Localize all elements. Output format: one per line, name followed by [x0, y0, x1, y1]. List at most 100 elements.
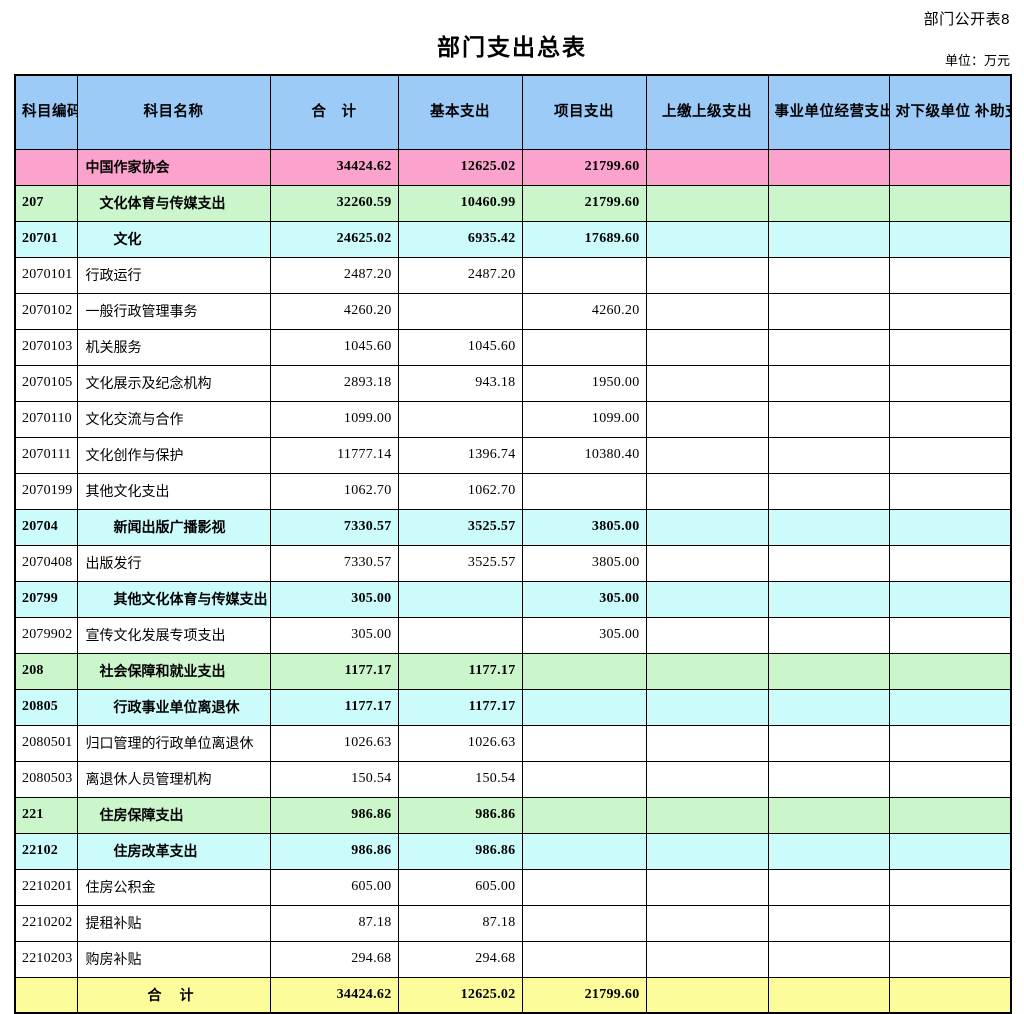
cell-subject-code — [14, 148, 78, 186]
cell-lower — [888, 760, 1012, 798]
cell-lower — [888, 436, 1012, 474]
cell-business — [767, 328, 890, 366]
cell-basic: 12625.02 — [397, 148, 523, 186]
cell-project — [521, 796, 647, 834]
cell-basic: 943.18 — [397, 364, 523, 402]
cell-subject-code: 2080503 — [14, 760, 78, 798]
cell-subject-code: 207 — [14, 184, 78, 222]
cell-business — [767, 652, 890, 690]
table-row: 2070102 一般行政管理事务 4260.20 4260.20 — [14, 292, 1012, 330]
cell-lower — [888, 580, 1012, 618]
cell-subject-name: 中国作家协会 — [76, 148, 271, 186]
cell-business — [767, 688, 890, 726]
cell-business — [767, 436, 890, 474]
cell-business — [767, 184, 890, 222]
cell-upper — [645, 976, 769, 1014]
cell-project — [521, 940, 647, 978]
table-row: 207 文化体育与传媒支出 32260.59 10460.99 21799.60 — [14, 184, 1012, 222]
cell-subject-name: 一般行政管理事务 — [76, 292, 271, 330]
cell-business — [767, 544, 890, 582]
table-row: 2210202 提租补贴 87.18 87.18 — [14, 904, 1012, 942]
cell-lower — [888, 400, 1012, 438]
table-row: 2080503 离退休人员管理机构 150.54 150.54 — [14, 760, 1012, 798]
cell-upper — [645, 148, 769, 186]
cell-upper — [645, 616, 769, 654]
cell-project: 3805.00 — [521, 508, 647, 546]
cell-basic: 1396.74 — [397, 436, 523, 474]
cell-subject-name: 社会保障和就业支出 — [76, 652, 271, 690]
cell-basic: 3525.57 — [397, 544, 523, 582]
cell-subject-name: 住房改革支出 — [76, 832, 271, 870]
cell-total: 986.86 — [269, 796, 399, 834]
cell-project — [521, 832, 647, 870]
table-row: 2210201 住房公积金 605.00 605.00 — [14, 868, 1012, 906]
cell-basic: 986.86 — [397, 796, 523, 834]
cell-lower — [888, 904, 1012, 942]
cell-lower — [888, 184, 1012, 222]
table-row: 208 社会保障和就业支出 1177.17 1177.17 — [14, 652, 1012, 690]
cell-subject-name: 其他文化支出 — [76, 472, 271, 510]
cell-business — [767, 940, 890, 978]
cell-project — [521, 652, 647, 690]
cell-subject-code: 2070408 — [14, 544, 78, 582]
cell-total: 34424.62 — [269, 148, 399, 186]
cell-upper — [645, 256, 769, 294]
cell-upper — [645, 472, 769, 510]
cell-lower — [888, 868, 1012, 906]
cell-upper — [645, 796, 769, 834]
cell-subject-name: 住房公积金 — [76, 868, 271, 906]
column-header-basic: 基本支出 — [397, 74, 523, 150]
cell-business — [767, 364, 890, 402]
cell-project — [521, 904, 647, 942]
table-row: 20704 新闻出版广播影视 7330.57 3525.57 3805.00 — [14, 508, 1012, 546]
cell-basic: 294.68 — [397, 940, 523, 978]
cell-business — [767, 292, 890, 330]
cell-basic: 150.54 — [397, 760, 523, 798]
cell-basic — [397, 292, 523, 330]
cell-subject-name: 新闻出版广播影视 — [76, 508, 271, 546]
cell-total: 24625.02 — [269, 220, 399, 258]
cell-subject-code: 20704 — [14, 508, 78, 546]
cell-upper — [645, 328, 769, 366]
cell-business — [767, 220, 890, 258]
cell-lower — [888, 508, 1012, 546]
cell-lower — [888, 652, 1012, 690]
cell-lower — [888, 616, 1012, 654]
cell-basic: 87.18 — [397, 904, 523, 942]
cell-lower — [888, 976, 1012, 1014]
cell-total: 32260.59 — [269, 184, 399, 222]
table-row: 2070105 文化展示及纪念机构 2893.18 943.18 1950.00 — [14, 364, 1012, 402]
cell-lower — [888, 220, 1012, 258]
cell-total: 7330.57 — [269, 508, 399, 546]
cell-total: 1062.70 — [269, 472, 399, 510]
cell-project: 10380.40 — [521, 436, 647, 474]
cell-upper — [645, 400, 769, 438]
table-row: 2079902 宣传文化发展专项支出 305.00 305.00 — [14, 616, 1012, 654]
cell-project: 21799.60 — [521, 184, 647, 222]
table-row: 2070103 机关服务 1045.60 1045.60 — [14, 328, 1012, 366]
cell-subject-name: 宣传文化发展专项支出 — [76, 616, 271, 654]
cell-lower — [888, 364, 1012, 402]
cell-upper — [645, 868, 769, 906]
cell-subject-name: 归口管理的行政单位离退休 — [76, 724, 271, 762]
cell-total: 1177.17 — [269, 688, 399, 726]
cell-total: 4260.20 — [269, 292, 399, 330]
cell-lower — [888, 688, 1012, 726]
cell-upper — [645, 436, 769, 474]
cell-basic: 10460.99 — [397, 184, 523, 222]
cell-subject-code: 20701 — [14, 220, 78, 258]
cell-upper — [645, 940, 769, 978]
cell-subject-name: 文化展示及纪念机构 — [76, 364, 271, 402]
cell-total: 305.00 — [269, 580, 399, 618]
cell-basic: 3525.57 — [397, 508, 523, 546]
cell-upper — [645, 724, 769, 762]
cell-business — [767, 724, 890, 762]
cell-lower — [888, 724, 1012, 762]
cell-basic: 1062.70 — [397, 472, 523, 510]
cell-subject-name: 出版发行 — [76, 544, 271, 582]
cell-subject-name: 购房补贴 — [76, 940, 271, 978]
cell-project: 305.00 — [521, 616, 647, 654]
form-code-label: 部门公开表8 — [923, 11, 1010, 28]
table-body: 中国作家协会 34424.62 12625.02 21799.60 207 文化体育与传媒… — [14, 148, 1012, 1014]
cell-total: 1099.00 — [269, 400, 399, 438]
